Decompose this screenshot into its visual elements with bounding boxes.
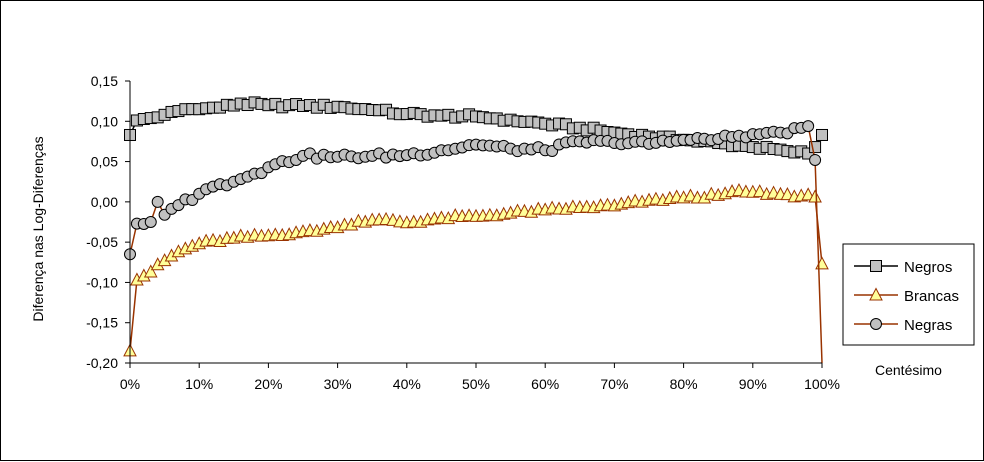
x-tick-label: 0% bbox=[120, 376, 140, 392]
data-point bbox=[802, 120, 815, 133]
x-tick-label: 30% bbox=[324, 376, 352, 392]
legend-marker bbox=[869, 287, 883, 301]
legend-marker bbox=[870, 260, 882, 272]
legend-label: Negras bbox=[904, 317, 952, 334]
legend-item-negras: Negras bbox=[854, 317, 952, 334]
data-point bbox=[752, 184, 767, 198]
y-tick-label: 0,15 bbox=[91, 73, 118, 89]
data-point bbox=[780, 187, 795, 201]
data-point bbox=[144, 216, 157, 228]
x-tick-label: 100% bbox=[804, 376, 840, 392]
y-tick-label: -0,20 bbox=[86, 355, 118, 371]
legend: Negros Brancas Negras bbox=[842, 243, 975, 346]
y-tick-label: -0,10 bbox=[86, 274, 118, 290]
y-tick-label: -0,05 bbox=[86, 234, 118, 250]
data-point bbox=[143, 264, 158, 278]
series-brancas bbox=[123, 182, 829, 357]
y-axis-title: Diferença nas Log-Diferenças bbox=[30, 136, 46, 321]
x-tick-label: 40% bbox=[393, 376, 421, 392]
legend-item-brancas: Brancas bbox=[854, 287, 959, 305]
x-tick-label: 90% bbox=[739, 376, 767, 392]
y-tick-label: 0,00 bbox=[91, 194, 118, 210]
x-axis-title: Centésimo bbox=[875, 362, 942, 378]
legend-item-negros: Negros bbox=[854, 259, 952, 276]
legend-marker bbox=[870, 318, 882, 330]
data-point bbox=[808, 189, 822, 203]
legend-label: Negros bbox=[904, 259, 952, 276]
legend-label: Brancas bbox=[904, 288, 959, 305]
y-tick-label: 0,05 bbox=[91, 154, 118, 170]
y-tick-label: -0,15 bbox=[86, 315, 118, 331]
x-tick-label: 50% bbox=[462, 376, 490, 392]
data-point bbox=[816, 128, 828, 141]
legend-box bbox=[842, 243, 975, 346]
x-tick-label: 60% bbox=[531, 376, 559, 392]
x-tick-label: 80% bbox=[670, 376, 698, 392]
data-point bbox=[151, 195, 164, 208]
y-tick-label: 0,10 bbox=[91, 113, 118, 129]
data-point bbox=[809, 141, 822, 154]
axes-layer: 0,15 0,10 0,05 0,00 -0,05 -0,10 -0,15 -0,200% 10… bbox=[86, 73, 840, 392]
data-point bbox=[809, 153, 822, 166]
series-line bbox=[129, 125, 823, 364]
series-layer bbox=[123, 96, 829, 364]
x-tick-label: 10% bbox=[185, 376, 213, 392]
x-tick-label: 70% bbox=[600, 376, 628, 392]
x-tick-label: 20% bbox=[254, 376, 282, 392]
series-negras bbox=[124, 120, 823, 364]
